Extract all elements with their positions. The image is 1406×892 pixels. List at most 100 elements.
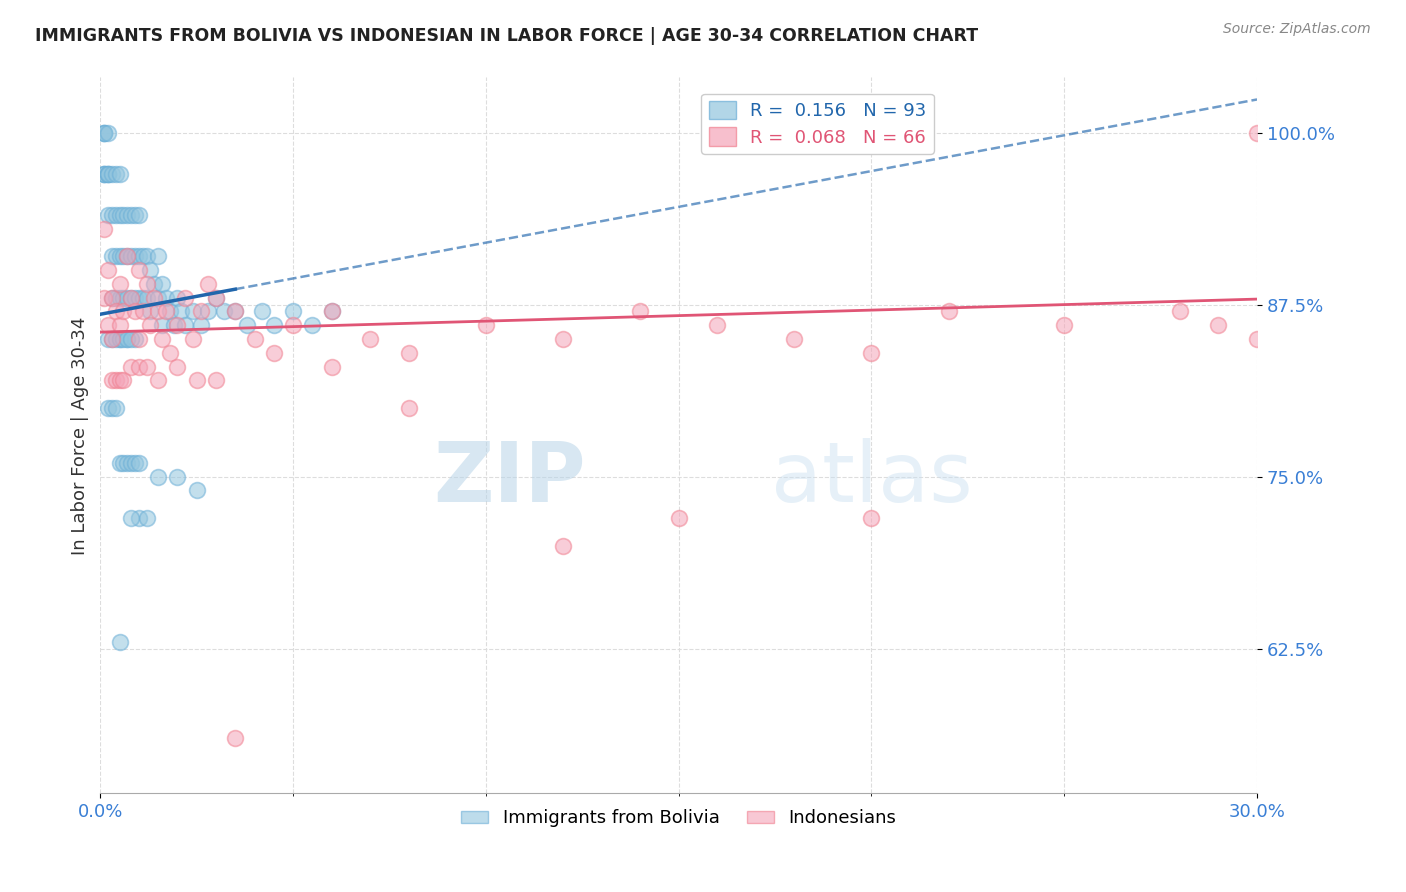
Point (148, 291, 170, 305)
Point (143, 291, 166, 305)
Point (128, 359, 150, 374)
Point (112, 291, 135, 305)
Point (139, 263, 162, 277)
Point (117, 291, 139, 305)
Point (108, 291, 131, 305)
Point (224, 304, 246, 318)
Point (150, 332, 173, 346)
Point (181, 332, 204, 346)
Point (108, 456, 131, 470)
Point (150, 318, 173, 333)
Point (281, 304, 304, 318)
Point (1168, 304, 1191, 318)
Point (143, 277, 166, 291)
Point (263, 318, 285, 333)
Point (124, 332, 146, 346)
Point (93, 291, 115, 305)
Point (1053, 318, 1076, 333)
Point (166, 359, 188, 374)
Point (120, 291, 142, 305)
Point (243, 332, 266, 346)
Point (135, 277, 157, 291)
Point (224, 304, 246, 318)
Point (104, 208, 127, 222)
Point (104, 401, 127, 415)
Point (112, 373, 135, 387)
Point (321, 304, 343, 318)
Point (205, 373, 228, 387)
Point (101, 208, 124, 222)
Point (108, 373, 131, 387)
Point (117, 456, 139, 470)
Point (1246, 332, 1268, 346)
Point (104, 304, 127, 318)
Point (108, 318, 131, 333)
Point (101, 332, 124, 346)
Point (132, 291, 155, 305)
Y-axis label: In Labor Force | Age 30-34: In Labor Force | Age 30-34 (72, 316, 89, 555)
Point (120, 456, 142, 470)
Point (117, 208, 139, 222)
Point (159, 346, 181, 360)
Point (104, 332, 127, 346)
Point (101, 291, 124, 305)
Point (1208, 318, 1230, 333)
Point (97, 318, 120, 333)
Point (159, 304, 181, 318)
Point (112, 332, 135, 346)
Point (117, 332, 139, 346)
Point (181, 304, 204, 318)
Point (860, 346, 883, 360)
Point (108, 277, 131, 291)
Point (148, 373, 170, 387)
Point (281, 318, 304, 333)
Point (108, 332, 131, 346)
Point (166, 291, 188, 305)
Legend: Immigrants from Bolivia, Indonesians: Immigrants from Bolivia, Indonesians (454, 802, 904, 834)
Point (101, 373, 124, 387)
Point (190, 318, 212, 333)
Point (174, 318, 197, 333)
Point (97, 126, 120, 140)
Point (108, 249, 131, 263)
Point (97, 332, 120, 346)
Point (120, 359, 142, 374)
Point (398, 346, 420, 360)
Point (174, 291, 197, 305)
Point (117, 249, 139, 263)
Point (359, 332, 381, 346)
Point (139, 318, 162, 333)
Point (120, 208, 142, 222)
Point (321, 359, 343, 374)
Point (112, 456, 135, 470)
Point (263, 346, 285, 360)
Point (108, 635, 131, 649)
Point (97, 263, 120, 277)
Point (398, 401, 420, 415)
Point (93, 126, 115, 140)
Point (321, 304, 343, 318)
Point (93, 222, 115, 236)
Point (101, 332, 124, 346)
Point (668, 511, 690, 525)
Text: atlas: atlas (772, 438, 973, 519)
Point (120, 511, 142, 525)
Point (108, 332, 131, 346)
Point (551, 332, 574, 346)
Point (97, 167, 120, 181)
Point (97, 167, 120, 181)
Point (108, 167, 131, 181)
Point (551, 539, 574, 553)
Point (224, 731, 246, 746)
Point (128, 456, 150, 470)
Point (93, 167, 115, 181)
Point (93, 167, 115, 181)
Point (190, 304, 212, 318)
Point (117, 249, 139, 263)
Point (124, 456, 146, 470)
Point (938, 304, 960, 318)
Point (860, 511, 883, 525)
Point (1246, 126, 1268, 140)
Point (104, 167, 127, 181)
Point (112, 304, 135, 318)
